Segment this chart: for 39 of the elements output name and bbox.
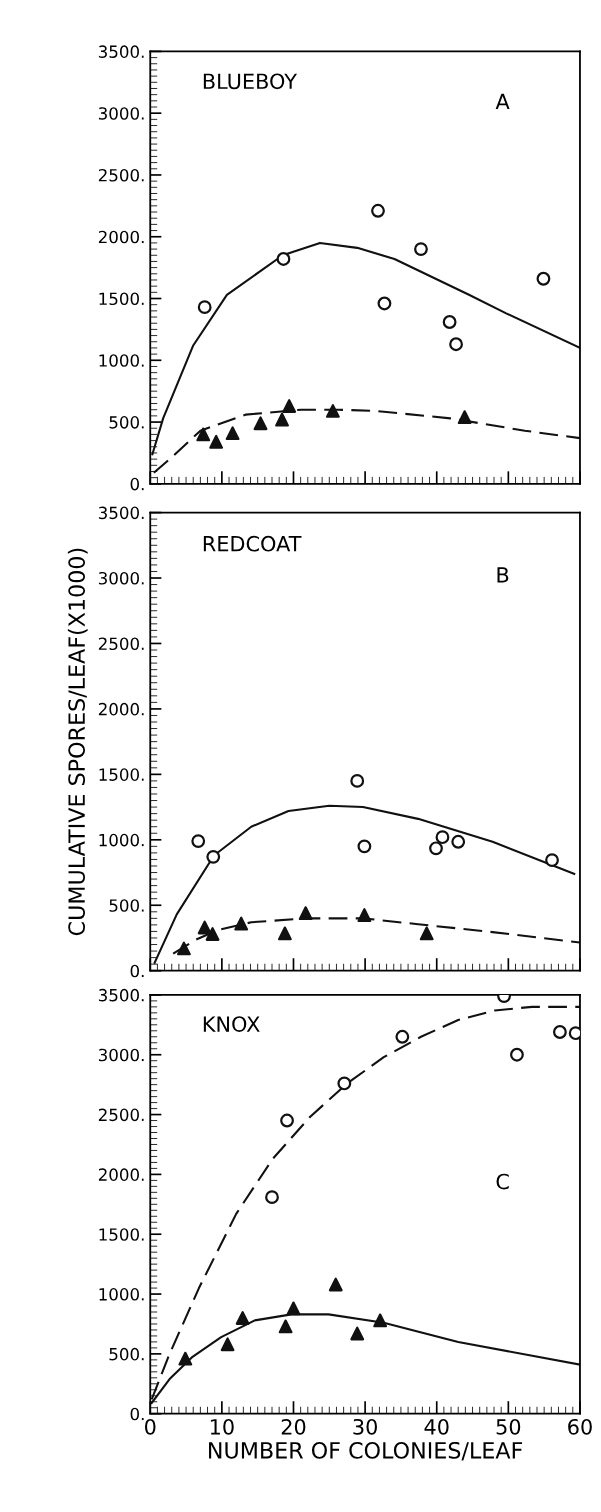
- y-tick-label: 0.: [130, 1407, 144, 1421]
- x-tick-label: 50: [496, 1418, 521, 1435]
- y-tick-label: 500.: [109, 416, 144, 429]
- annotation: A: [495, 93, 510, 110]
- y-tick-label: 2000.: [98, 230, 144, 244]
- y-tick-label: 2500.: [98, 1108, 144, 1122]
- x-tick-label: 30: [353, 1418, 377, 1435]
- y-tick-label: 1000.: [99, 354, 144, 367]
- y-tick-label: 1000.: [99, 833, 144, 847]
- y-axis-title: CUMULATIVE SPORES/LEAF(X1000): [67, 548, 88, 936]
- y-tick-label: 3500.: [98, 988, 144, 1002]
- annotation: C: [496, 1173, 509, 1190]
- text: BLUEBOY: [203, 73, 298, 90]
- x-tick-label: 0: [145, 1418, 156, 1435]
- y-tick-label: 3500.: [98, 506, 144, 520]
- y-tick-label: 1500.: [99, 768, 144, 781]
- y-tick-label: 2000.: [98, 1168, 144, 1181]
- y-tick-label: 3000.: [98, 571, 144, 585]
- y-tick-label: 1500.: [99, 292, 144, 306]
- y-tick-label: 3000.: [98, 107, 144, 120]
- x-tick-label: 10: [210, 1418, 234, 1435]
- y-tick-label: 0.: [130, 477, 144, 491]
- text: KNOX: [203, 1016, 260, 1032]
- y-tick-label: 3000.: [98, 1048, 144, 1062]
- annotation: B: [497, 567, 509, 583]
- y-tick-label: 2500.: [98, 168, 144, 182]
- y-tick-label: 3500.: [98, 45, 144, 58]
- text: REDCOAT: [203, 535, 302, 552]
- x-tick-label: 20: [281, 1418, 306, 1435]
- y-tick-label: 1500.: [99, 1228, 144, 1241]
- y-tick-label: 500.: [109, 899, 144, 912]
- x-tick-label: 40: [424, 1418, 449, 1435]
- y-tick-label: 2500.: [98, 637, 144, 651]
- x-tick-label: 60: [568, 1418, 592, 1435]
- x-axis-title: NUMBER OF COLONIES/LEAF: [209, 1441, 523, 1461]
- y-tick-label: 1000.: [99, 1288, 144, 1301]
- y-tick-label: 0.: [130, 964, 144, 978]
- y-tick-label: 500.: [109, 1347, 144, 1361]
- y-tick-label: 2000.: [98, 702, 144, 716]
